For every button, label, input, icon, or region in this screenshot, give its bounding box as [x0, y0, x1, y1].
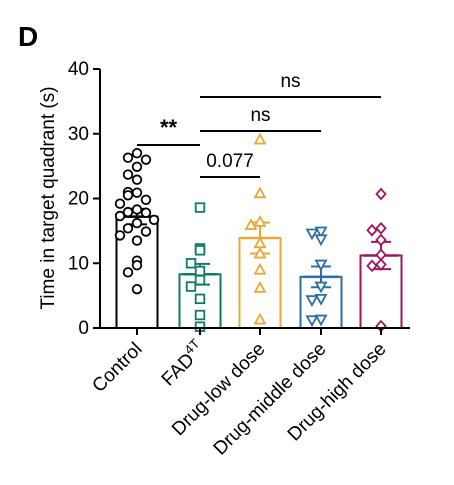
data-point [131, 259, 143, 271]
data-point [244, 218, 258, 230]
data-point [131, 147, 143, 159]
data-point [122, 190, 134, 201]
y-tick-label: 10 [68, 253, 89, 274]
data-point [122, 206, 134, 218]
y-tick-label: 30 [68, 124, 89, 145]
data-point [314, 293, 328, 306]
data-point [253, 246, 267, 259]
data-point [122, 223, 134, 234]
data-point [114, 230, 126, 241]
data-point [185, 258, 197, 269]
y-tick-label: 20 [68, 189, 89, 210]
data-point [314, 281, 328, 294]
data-points [114, 132, 387, 333]
data-point [131, 204, 143, 215]
data-point [375, 258, 387, 271]
x-tick-label: Drug-middle dose [210, 339, 331, 460]
data-point [131, 217, 143, 229]
x-tick-label: FAD4T [155, 336, 210, 391]
data-point [114, 198, 126, 209]
data-point [253, 214, 267, 227]
data-point [366, 259, 378, 273]
data-point [131, 283, 143, 295]
data-point [131, 187, 143, 198]
data-point [253, 281, 267, 293]
data-point [140, 194, 152, 205]
y-tick-label: 40 [68, 59, 89, 80]
significance-label: 0.077 [206, 151, 254, 172]
data-point [194, 265, 206, 277]
x-tick-label: Control [88, 339, 146, 397]
data-point [131, 235, 143, 246]
data-point [375, 233, 387, 247]
significance-label: ns [250, 105, 270, 126]
data-point [314, 259, 328, 272]
data-point [253, 312, 267, 325]
data-point [194, 202, 206, 213]
data-point [253, 262, 267, 275]
data-point [375, 187, 387, 201]
data-point [140, 207, 152, 218]
data-point [194, 274, 206, 286]
data-point [140, 226, 152, 237]
data-point [253, 132, 267, 145]
data-point [122, 152, 134, 163]
data-point [314, 314, 328, 327]
data-point [131, 174, 143, 185]
data-point [114, 210, 126, 222]
significance-label: ** [160, 115, 178, 140]
data-point [185, 281, 197, 292]
data-point [305, 315, 319, 328]
data-point [148, 214, 160, 226]
x-tick-label-text: Control [88, 339, 146, 397]
panel-label: D [18, 21, 38, 52]
y-tick-label: 0 [78, 318, 89, 339]
data-point [366, 223, 378, 237]
data-point [375, 221, 387, 235]
data-point [305, 295, 319, 308]
data-point [194, 293, 206, 305]
data-point [194, 309, 206, 321]
data-point [131, 161, 143, 172]
significance-label: ns [280, 71, 300, 92]
y-axis: 0 10 20 30 40 [68, 59, 101, 339]
data-point [253, 186, 267, 199]
data-point [314, 226, 328, 239]
x-tick-label-text: Drug-middle dose [210, 339, 331, 460]
data-point [314, 234, 328, 247]
data-point [194, 245, 206, 256]
data-point [122, 169, 134, 180]
data-point [305, 228, 319, 241]
data-point [140, 154, 152, 165]
data-point [122, 267, 134, 278]
y-axis-label: Time in target quadrant (s) [38, 86, 59, 309]
